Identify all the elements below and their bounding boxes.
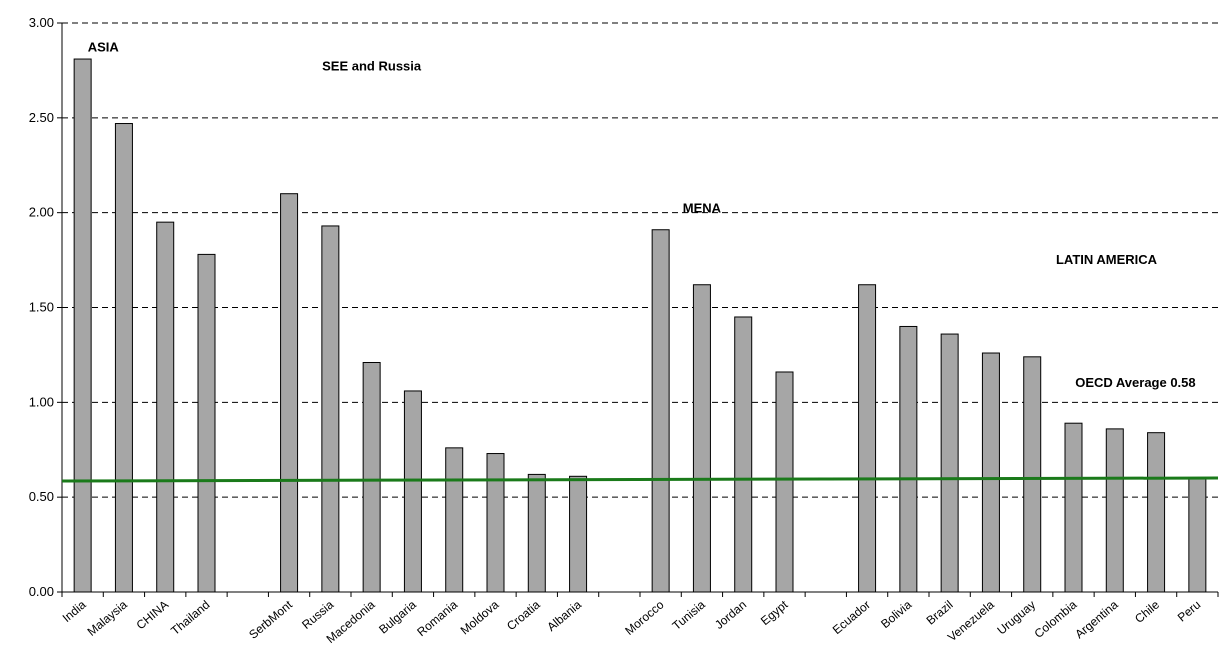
bar (899, 325, 918, 593)
x-tick-label: Argentina (1072, 597, 1121, 641)
x-tick-label: Croatia (504, 597, 543, 633)
bar (734, 316, 753, 593)
bar (403, 390, 422, 593)
x-tick-label: Moldova (458, 597, 502, 637)
group-label: OECD Average 0.58 (1075, 375, 1195, 390)
x-tick-label: Morocco (622, 597, 666, 638)
x-tick-label: Tunisia (670, 597, 709, 633)
axes (61, 23, 1219, 597)
x-tick-label: Egypt (758, 597, 791, 628)
bar (569, 475, 588, 593)
group-labels: ASIA SEE and Russia MENA LATIN AMERICA OECD … (88, 39, 1196, 390)
x-tick-label: Brazil (924, 598, 956, 628)
y-tick-label: 2.50 (29, 110, 54, 125)
bar (1188, 477, 1207, 593)
x-tick-label: Chile (1132, 597, 1162, 626)
bar (692, 284, 711, 593)
bar (775, 371, 794, 593)
x-tick-label: SerbMont (246, 597, 295, 642)
bar (197, 253, 216, 593)
y-tick-label: 1.00 (29, 394, 54, 409)
bar (651, 229, 670, 593)
reference-line-group (61, 476, 1219, 483)
oecd-average-line (61, 476, 1219, 483)
x-tick-label: Ecuador (830, 598, 873, 637)
y-tick-label: 0.00 (29, 584, 54, 599)
y-tick-label: 2.00 (29, 205, 54, 220)
x-tick-label: Peru (1175, 598, 1203, 625)
bar (486, 453, 505, 593)
bar (156, 221, 175, 593)
x-tick-label: Romania (414, 597, 460, 639)
bar (114, 123, 133, 593)
bar (73, 58, 92, 593)
group-label: ASIA (88, 39, 120, 54)
group-label: LATIN AMERICA (1056, 252, 1158, 267)
gridlines (62, 22, 1218, 498)
bar (1064, 422, 1083, 593)
group-label: SEE and Russia (322, 58, 422, 73)
bar (1023, 356, 1042, 593)
x-tick-label: Albania (544, 597, 584, 634)
x-tick-label: Thailand (168, 598, 212, 638)
bar (280, 193, 299, 593)
x-tick-label: Jordan (712, 598, 749, 632)
y-tick-label: 1.50 (29, 300, 54, 315)
bar (940, 333, 959, 593)
x-tick-label: Bolivia (878, 597, 914, 631)
y-tick-label: 0.50 (29, 489, 54, 504)
bar (1105, 428, 1124, 593)
x-tick-label: CHINA (134, 598, 172, 633)
bar (527, 473, 546, 593)
bar (445, 447, 464, 593)
x-tick-label: Russia (299, 597, 336, 632)
x-tick-label: India (60, 597, 89, 625)
y-axis-ticks: 0.00 0.50 1.00 1.50 2.00 2.50 3.00 (29, 15, 62, 599)
x-tick-label: Bulgaria (376, 597, 419, 636)
x-tick-label: Malaysia (85, 597, 131, 638)
bar (858, 284, 877, 593)
bars (73, 58, 1207, 593)
bar (362, 362, 381, 593)
bar (981, 352, 1000, 593)
y-tick-label: 3.00 (29, 15, 54, 30)
x-tick-label: Colombia (1032, 597, 1080, 641)
x-tick-label: Venezuela (945, 597, 997, 644)
bar (321, 225, 340, 593)
group-label: MENA (683, 201, 722, 216)
bar (1147, 432, 1166, 593)
